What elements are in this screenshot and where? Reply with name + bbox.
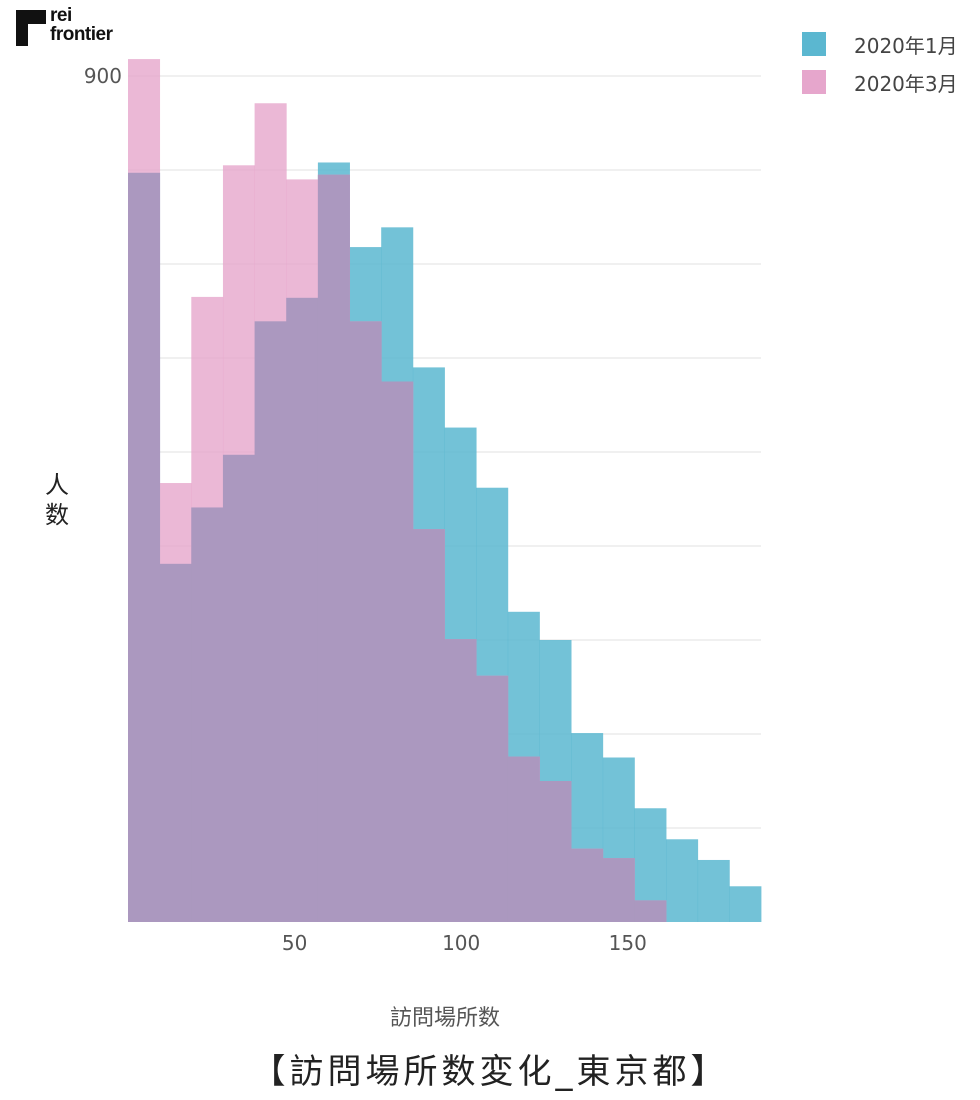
y-axis-ticks: 900 [84,64,122,88]
x-tick-label: 100 [442,931,480,955]
x-tick-label: 50 [282,931,307,955]
rei-frontier-logo: rei frontier [16,6,136,50]
histogram-overlap-bar [286,297,319,923]
histogram-overlap-bar [602,858,635,922]
y-axis-label: 人数 [45,471,69,529]
histogram-overlap-bar [381,381,414,922]
histogram-overlap-bar [191,507,224,922]
logo-wordmark: rei frontier [50,6,113,44]
histogram-overlap-bar [539,781,572,922]
x-axis-ticks: 50 100 150 [282,931,647,955]
histogram-overlap-bar [412,529,445,922]
histogram-overlap-bar [222,454,255,922]
histogram-bar-jan [666,839,699,922]
legend-label-mar: 2020年3月 [854,72,958,96]
flag-logo-icon [16,10,46,46]
histogram-overlap-bar [476,675,509,922]
histogram-overlap-bar [349,321,382,923]
histogram-bar-jan [697,859,730,922]
legend-swatch-jan [802,32,826,56]
histogram-overlap-bar [507,756,540,922]
histogram-overlap-bar [128,172,161,922]
histogram-bars [128,59,762,923]
chart-caption: 【訪問場所数変化_東京都】 [251,1052,729,1092]
legend-label-jan: 2020年1月 [854,34,958,58]
histogram-overlap-bar [159,563,192,922]
legend-swatch-mar [802,70,826,94]
histogram-bar-jan [729,886,762,922]
logo-line-2: frontier [50,24,113,45]
y-tick-label: 900 [84,64,122,88]
histogram-overlap-bar [444,639,477,922]
logo-line-1: rei [50,5,72,26]
histogram-overlap-bar [634,900,667,922]
histogram-overlap-bar [254,321,287,923]
x-axis-label: 訪問場所数 [389,1006,500,1031]
histogram-overlap-bar [317,174,350,922]
x-tick-label: 150 [609,931,647,955]
histogram-overlap-bar [571,848,604,922]
